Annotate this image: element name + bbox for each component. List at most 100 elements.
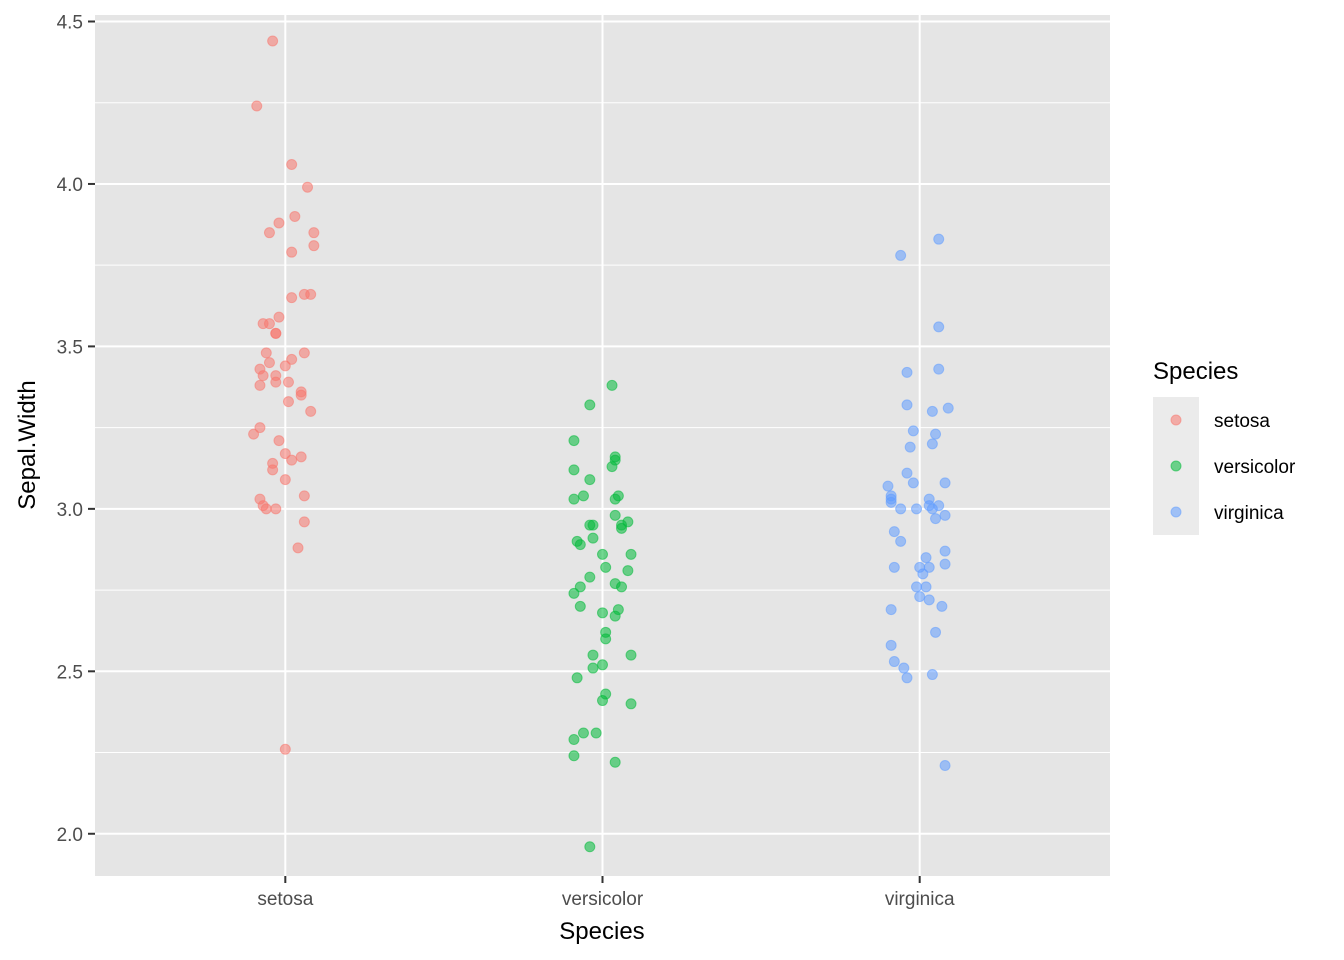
data-point-virginica [923, 561, 935, 573]
data-point-virginica [911, 581, 923, 593]
data-point-setosa [263, 357, 275, 369]
data-point-virginica [939, 558, 951, 570]
y-tick-label: 4.5 [57, 12, 83, 33]
data-point-virginica [917, 568, 929, 580]
data-point-virginica [926, 405, 938, 417]
data-point-virginica [888, 656, 900, 668]
data-point-setosa [295, 389, 307, 401]
x-tick-label: virginica [885, 889, 955, 910]
data-point-virginica [882, 480, 894, 492]
data-point-virginica [895, 503, 907, 515]
data-point-virginica [898, 662, 910, 674]
data-point-versicolor [584, 571, 596, 583]
data-point-virginica [939, 509, 951, 521]
data-point-setosa [279, 743, 291, 755]
data-point-versicolor [584, 841, 596, 853]
data-point-setosa [260, 503, 272, 515]
legend-key-versicolor [1170, 460, 1182, 472]
data-point-versicolor [568, 734, 580, 746]
data-point-versicolor [568, 750, 580, 762]
data-point-versicolor [590, 727, 602, 739]
data-point-setosa [279, 474, 291, 486]
data-point-virginica [933, 363, 945, 375]
data-point-versicolor [625, 649, 637, 661]
data-point-virginica [888, 526, 900, 538]
axes: 2.0 2.5 3.0 3.5 4.0 4.5 setosa versicolor virgin… [57, 12, 955, 910]
data-point-setosa [282, 396, 294, 408]
data-point-virginica [920, 581, 932, 593]
data-point-virginica [930, 513, 942, 525]
y-tick-label: 2.5 [57, 662, 83, 683]
data-point-setosa [298, 347, 310, 359]
data-point-virginica [885, 496, 897, 508]
data-point-setosa [260, 347, 272, 359]
data-point-setosa [257, 370, 269, 382]
data-point-setosa [254, 379, 266, 391]
data-point-versicolor [597, 695, 608, 707]
data-point-virginica [939, 545, 951, 557]
data-point-versicolor [625, 698, 637, 710]
data-point-virginica [907, 477, 919, 489]
data-point-virginica [911, 503, 923, 515]
data-point-setosa [279, 448, 291, 460]
data-point-virginica [914, 591, 926, 603]
data-point-setosa [308, 227, 320, 239]
data-point-versicolor [568, 435, 580, 447]
x-tick-label: setosa [257, 889, 313, 910]
data-point-setosa [305, 405, 317, 417]
data-point-versicolor [597, 659, 608, 671]
data-point-versicolor [574, 600, 586, 612]
legend-key-setosa [1170, 414, 1182, 426]
data-point-virginica [939, 760, 951, 772]
data-point-setosa [279, 360, 291, 372]
legend-label-virginica: virginica [1214, 503, 1284, 524]
data-point-versicolor [622, 565, 634, 577]
y-tick-label: 2.0 [57, 825, 83, 846]
data-point-setosa [286, 454, 298, 466]
data-point-setosa [305, 288, 317, 300]
data-point-virginica [923, 594, 935, 606]
data-point-setosa [270, 327, 282, 339]
data-point-versicolor [606, 379, 618, 391]
data-point-virginica [926, 669, 938, 681]
data-point-versicolor [600, 561, 612, 573]
x-tick-label: versicolor [562, 889, 644, 910]
data-point-virginica [895, 249, 907, 261]
data-point-versicolor [584, 519, 596, 531]
data-point-virginica [933, 321, 945, 333]
data-point-versicolor [597, 607, 608, 619]
data-point-setosa [298, 490, 310, 502]
y-axis-title: Sepal.Width [14, 380, 41, 509]
data-point-versicolor [609, 509, 621, 521]
data-point-virginica [901, 399, 913, 411]
data-point-setosa [270, 503, 282, 515]
y-tick-label: 3.0 [57, 500, 83, 521]
data-point-versicolor [568, 587, 580, 599]
data-point-versicolor [577, 490, 589, 502]
data-point-setosa [286, 158, 298, 170]
legend-label-versicolor: versicolor [1214, 457, 1296, 478]
data-point-setosa [289, 210, 301, 222]
data-point-setosa [273, 435, 285, 447]
data-point-versicolor [568, 464, 580, 476]
data-point-versicolor [606, 461, 618, 473]
data-point-virginica [901, 366, 913, 378]
data-point-versicolor [616, 581, 628, 593]
data-point-virginica [907, 425, 919, 437]
data-point-virginica [936, 600, 948, 612]
data-point-versicolor [609, 610, 621, 622]
data-point-versicolor [571, 672, 583, 684]
data-point-virginica [901, 672, 913, 684]
data-point-setosa [267, 35, 279, 47]
data-point-versicolor [587, 649, 599, 661]
y-tick-label: 4.0 [57, 175, 83, 196]
data-point-versicolor [609, 493, 621, 505]
data-point-setosa [263, 227, 275, 239]
data-point-setosa [267, 464, 279, 476]
x-axis-title: Species [559, 918, 644, 945]
data-point-virginica [930, 428, 942, 440]
data-point-versicolor [574, 539, 586, 551]
data-point-versicolor [587, 662, 599, 674]
